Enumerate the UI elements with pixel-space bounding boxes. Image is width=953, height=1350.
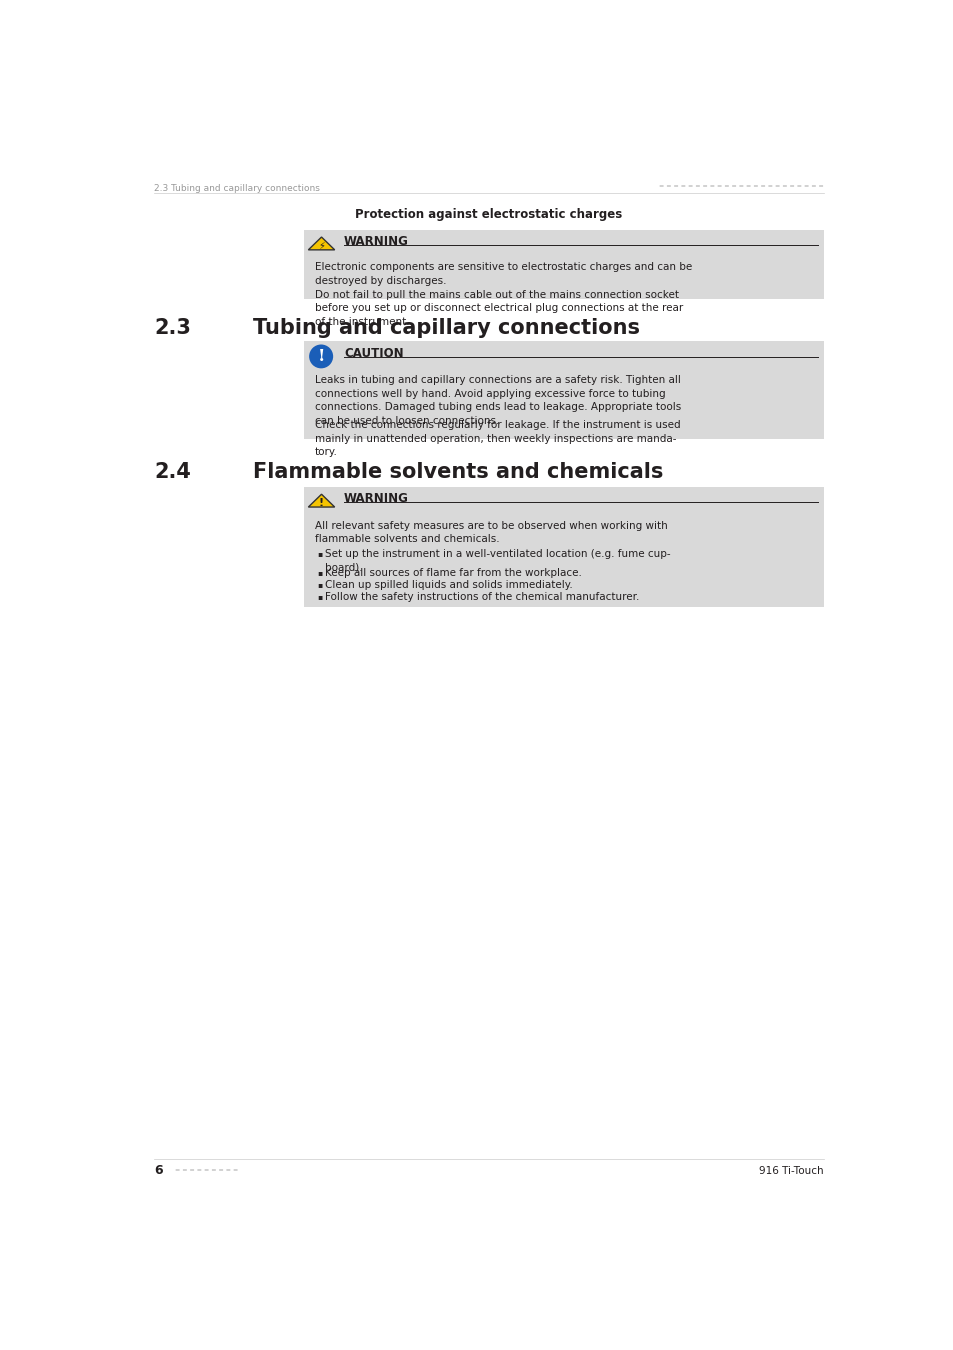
Text: Clean up spilled liquids and solids immediately.: Clean up spilled liquids and solids imme… [325,580,573,590]
Text: = = = = = = = = =: = = = = = = = = = [174,1168,238,1173]
Text: 2.3: 2.3 [154,317,191,338]
Text: WARNING: WARNING [344,235,409,248]
FancyBboxPatch shape [303,342,822,439]
Text: 6: 6 [154,1164,163,1177]
Polygon shape [308,494,335,508]
Text: ⚡: ⚡ [317,242,325,251]
Text: Set up the instrument in a well-ventilated location (e.g. fume cup-
board).: Set up the instrument in a well-ventilat… [325,548,670,572]
Text: Follow the safety instructions of the chemical manufacturer.: Follow the safety instructions of the ch… [325,593,639,602]
FancyBboxPatch shape [303,230,822,300]
Text: CAUTION: CAUTION [344,347,403,360]
Text: WARNING: WARNING [344,493,409,505]
Text: Tubing and capillary connections: Tubing and capillary connections [253,317,639,338]
Text: ▪: ▪ [317,548,322,558]
Text: 2.4: 2.4 [154,462,191,482]
FancyBboxPatch shape [303,487,822,608]
Text: 916 Ti-Touch: 916 Ti-Touch [759,1165,822,1176]
Text: !: ! [317,347,324,364]
Text: 2.3 Tubing and capillary connections: 2.3 Tubing and capillary connections [154,184,319,193]
Text: !: ! [318,498,324,509]
Text: = = = = = = = = = = = = = = = = = = = = = = =: = = = = = = = = = = = = = = = = = = = = … [659,184,822,189]
Polygon shape [308,238,335,250]
Text: All relevant safety measures are to be observed when working with
flammable solv: All relevant safety measures are to be o… [314,521,666,544]
Text: ▪: ▪ [317,580,322,589]
Text: Do not fail to pull the mains cable out of the mains connection socket
before yo: Do not fail to pull the mains cable out … [314,290,682,327]
Text: Protection against electrostatic charges: Protection against electrostatic charges [355,208,622,221]
Text: Flammable solvents and chemicals: Flammable solvents and chemicals [253,462,662,482]
Circle shape [309,344,333,369]
Text: Keep all sources of flame far from the workplace.: Keep all sources of flame far from the w… [325,568,581,578]
Text: Electronic components are sensitive to electrostatic charges and can be
destroye: Electronic components are sensitive to e… [314,262,691,286]
Text: ▪: ▪ [317,593,322,602]
Text: Check the connections regularly for leakage. If the instrument is used
mainly in: Check the connections regularly for leak… [314,420,679,458]
Text: ▪: ▪ [317,568,322,576]
Text: Leaks in tubing and capillary connections are a safety risk. Tighten all
connect: Leaks in tubing and capillary connection… [314,375,680,427]
